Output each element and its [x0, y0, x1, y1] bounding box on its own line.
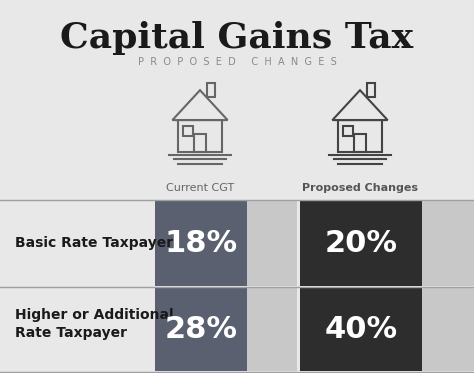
Text: 28%: 28%	[164, 315, 237, 344]
Bar	[343, 126, 353, 136]
Bar	[354, 134, 366, 152]
Text: 20%: 20%	[325, 229, 398, 258]
Bar	[178, 120, 222, 152]
Bar	[194, 134, 206, 152]
Text: Basic Rate Taxpayer: Basic Rate Taxpayer	[15, 236, 173, 250]
Text: Higher or Additional: Higher or Additional	[15, 308, 173, 322]
Bar	[155, 288, 247, 371]
Bar	[183, 126, 193, 136]
Text: P  R  O  P  O  S  E  D     C  H  A  N  G  E  S: P R O P O S E D C H A N G E S	[137, 57, 337, 67]
Bar	[247, 288, 297, 371]
Bar	[338, 120, 382, 152]
Text: 40%: 40%	[324, 315, 398, 344]
Bar	[422, 288, 474, 371]
Text: Current CGT: Current CGT	[166, 183, 234, 193]
Bar	[155, 201, 247, 286]
Bar	[207, 83, 215, 97]
Text: Rate Taxpayer: Rate Taxpayer	[15, 326, 127, 340]
Bar	[422, 201, 474, 286]
Bar	[247, 201, 297, 286]
Text: Proposed Changes: Proposed Changes	[302, 183, 418, 193]
Bar	[300, 288, 422, 371]
Text: Capital Gains Tax: Capital Gains Tax	[61, 21, 413, 55]
Text: 18%: 18%	[164, 229, 237, 258]
Bar	[300, 201, 422, 286]
Bar	[367, 83, 375, 97]
